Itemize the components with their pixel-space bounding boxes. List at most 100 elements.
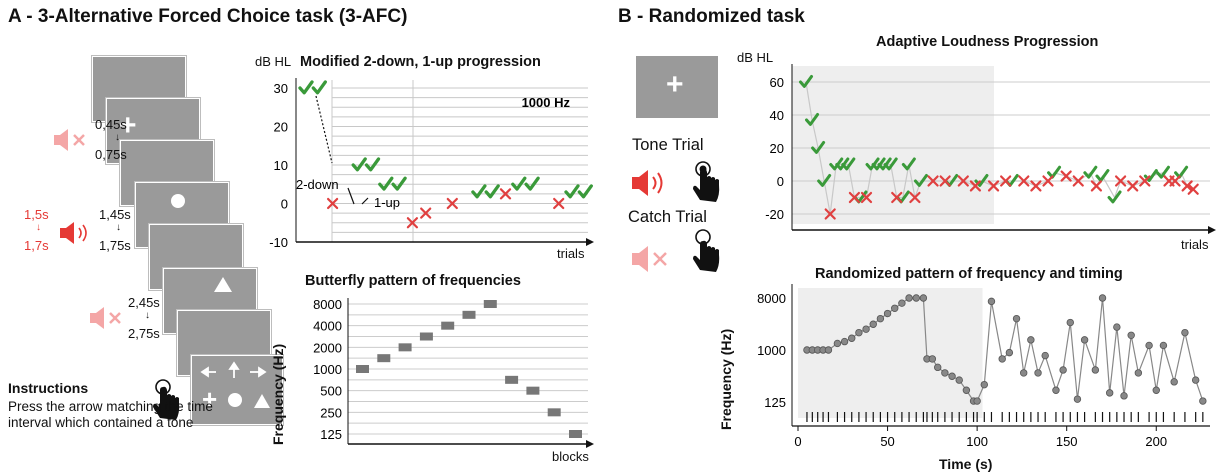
panel-b-title: B - Randomized task: [618, 6, 805, 27]
frequency-block: [356, 365, 369, 373]
check-icon: [484, 184, 500, 199]
random-ylabel: Frequency (Hz): [718, 328, 734, 430]
data-point: [1005, 348, 1014, 357]
check-icon: [974, 173, 989, 187]
timing-tone-end: 1,7s: [24, 238, 49, 253]
frequency-block: [547, 408, 561, 417]
y-tick-label: 10: [274, 158, 288, 173]
y-tick-label: 2000: [313, 340, 342, 355]
x-tick-label: 200: [1145, 434, 1167, 449]
y-tick-label: 250: [320, 405, 342, 420]
y-tick-label: -10: [269, 235, 288, 250]
data-point: [998, 355, 1006, 363]
arrow-down-icon: ↓: [115, 132, 120, 143]
staircase-xlabel: trials: [557, 246, 585, 261]
check-icon: [351, 157, 367, 172]
data-point: [840, 337, 849, 346]
cross-icon: [553, 197, 565, 210]
y-tick-label: -20: [765, 207, 784, 222]
drop-line: [315, 95, 333, 164]
loudness-title: Adaptive Loudness Progression: [876, 34, 1099, 50]
random-xlabel: Time (s): [939, 456, 993, 472]
cross-icon: [824, 208, 836, 220]
frequency-block: [505, 375, 519, 384]
data-point: [987, 297, 996, 306]
butterfly-xlabel: blocks: [552, 449, 589, 464]
check-icon: [1083, 165, 1098, 179]
arrow-down-icon: ↓: [145, 310, 150, 321]
data-point: [898, 299, 906, 307]
y-tick-label: 40: [770, 108, 784, 123]
check-icon: [1155, 165, 1170, 179]
arrow-keys-icon: +: [200, 361, 270, 414]
cross-icon: [1042, 175, 1054, 187]
note-1up: 1-up: [374, 195, 400, 210]
instructions-body: Press the arrow matching the time interv…: [8, 399, 213, 430]
cross-icon: [969, 180, 982, 192]
check-icon: [378, 176, 394, 191]
data-point: [1041, 351, 1049, 360]
cross-icon: [446, 197, 458, 210]
data-point: [928, 355, 937, 363]
cross-icon: [1139, 175, 1151, 187]
y-tick-label: 8000: [313, 297, 342, 312]
y-tick-label: 4000: [313, 319, 342, 334]
data-point: [905, 294, 913, 302]
cross-icon: [1187, 183, 1199, 195]
check-icon: [364, 157, 381, 172]
hand-press-icon: [693, 161, 720, 202]
timing-3-start: 2,45s: [128, 295, 160, 310]
x-axis-arrow: [1208, 226, 1216, 234]
data-point: [1159, 341, 1168, 350]
cross-icon: [1060, 170, 1072, 182]
frequency-block: [569, 430, 582, 438]
check-icon: [1107, 190, 1122, 204]
cross-icon: [1030, 180, 1042, 192]
y-tick-label: 1000: [313, 362, 342, 377]
cross-icon: [860, 191, 873, 204]
data-point: [824, 346, 833, 354]
screen-response[interactable]: +: [191, 355, 283, 425]
plus-symbol: +: [666, 68, 684, 101]
cross-icon: [1114, 175, 1127, 187]
data-point: [1059, 366, 1067, 374]
data-point: [973, 397, 981, 405]
check-icon: [835, 157, 850, 171]
frequency-block: [441, 321, 455, 330]
cross-icon: [326, 197, 339, 210]
x-axis-arrow: [586, 238, 594, 246]
speaker-icon: [632, 170, 663, 196]
timing-tone-start: 1,5s: [24, 207, 49, 222]
check-icon: [564, 184, 580, 199]
check-icon: [913, 173, 928, 187]
data-point: [1105, 389, 1114, 397]
check-icon: [877, 157, 892, 171]
cross-icon: [939, 175, 951, 187]
data-point: [980, 380, 988, 389]
data-point: [955, 376, 963, 384]
cross-icon: [420, 207, 432, 219]
check-icon: [511, 176, 527, 191]
check-icon: [798, 74, 814, 88]
data-point: [876, 314, 885, 323]
data-point: [891, 304, 899, 312]
data-point: [1020, 369, 1028, 377]
loudness-chart: -20 0 20 40 60: [765, 64, 1216, 234]
data-point: [1012, 314, 1021, 323]
data-point: [1034, 369, 1042, 377]
butterfly-chart: 8000 4000 2000 1000 500 250 125: [313, 297, 594, 448]
cross-icon: [1072, 175, 1084, 187]
check-icon: [865, 157, 880, 171]
y-tick-label: 500: [320, 384, 342, 399]
check-icon: [811, 140, 826, 154]
catch-trial-label: Catch Trial: [628, 208, 707, 226]
y-tick-label: 1000: [757, 343, 786, 358]
timing-3-end: 2,75s: [128, 326, 160, 341]
data-point: [855, 328, 863, 337]
data-point: [1066, 318, 1074, 327]
check-icon: [817, 173, 832, 187]
check-icon: [871, 157, 886, 171]
x-tick-label: 50: [880, 434, 894, 449]
hand-release-icon: [693, 229, 720, 272]
check-icon: [311, 80, 327, 95]
